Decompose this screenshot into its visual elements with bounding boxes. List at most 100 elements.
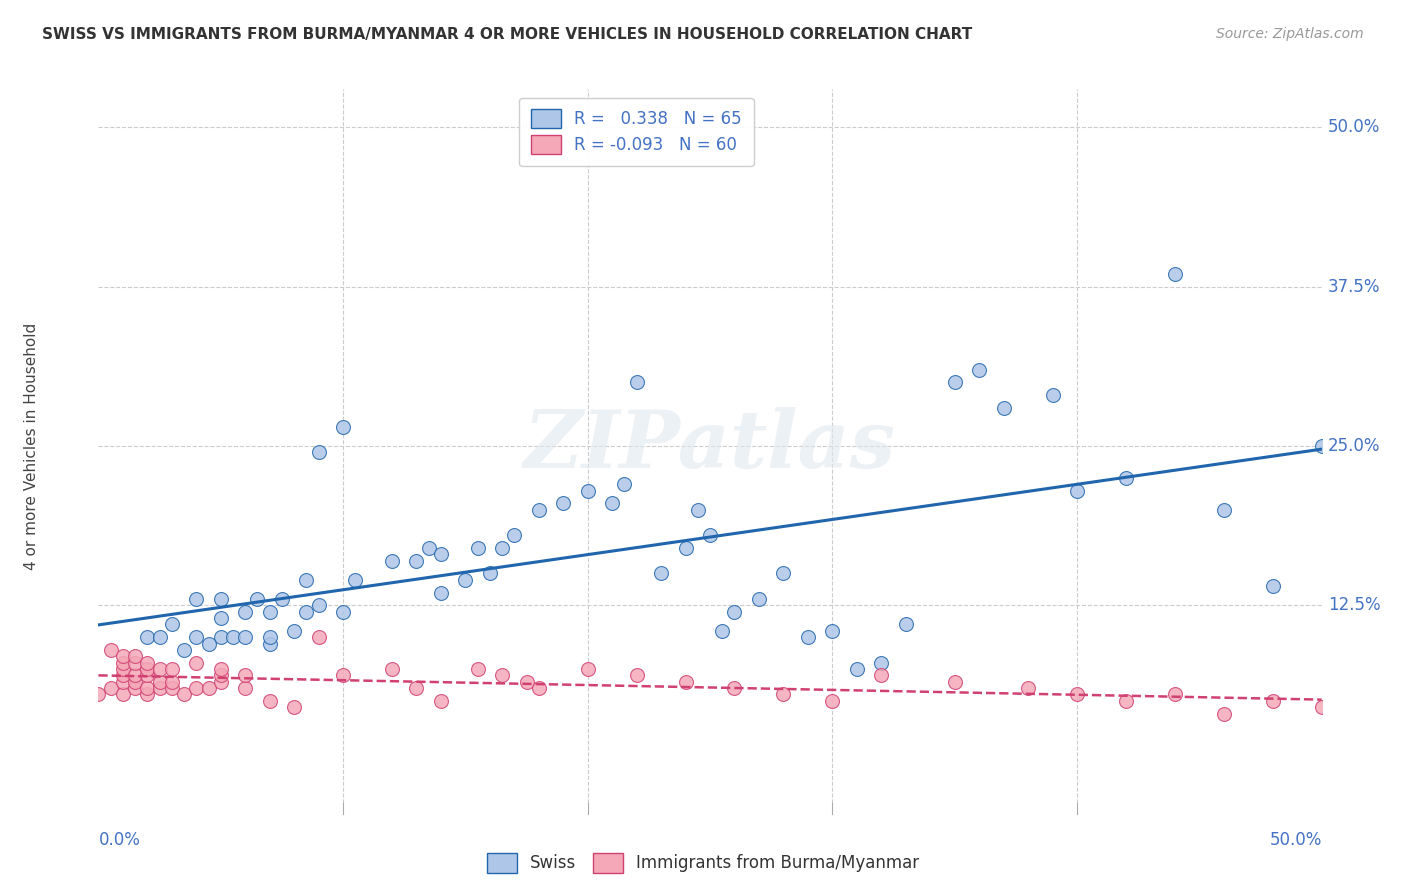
- Point: [283, 700, 305, 714]
- Point: [136, 662, 159, 676]
- Point: [943, 674, 966, 689]
- Point: [209, 668, 232, 682]
- Point: [870, 656, 893, 670]
- Point: [222, 630, 245, 644]
- Point: [308, 630, 330, 644]
- Point: [527, 502, 550, 516]
- Point: [87, 688, 110, 702]
- Point: [259, 694, 281, 708]
- Point: [430, 694, 453, 708]
- Point: [344, 573, 367, 587]
- Point: [1261, 694, 1284, 708]
- Point: [613, 477, 636, 491]
- Point: [430, 547, 453, 561]
- Point: [197, 636, 219, 650]
- Point: [308, 599, 330, 613]
- Point: [332, 420, 354, 434]
- Point: [467, 541, 489, 555]
- Point: [967, 362, 990, 376]
- Point: [1164, 267, 1187, 281]
- Point: [553, 496, 575, 510]
- Point: [160, 681, 183, 695]
- Point: [527, 681, 550, 695]
- Point: [845, 662, 868, 676]
- Point: [149, 681, 172, 695]
- Text: 37.5%: 37.5%: [1327, 277, 1381, 296]
- Point: [136, 688, 159, 702]
- Point: [111, 662, 134, 676]
- Point: [576, 483, 599, 498]
- Point: [467, 662, 489, 676]
- Point: [1261, 579, 1284, 593]
- Point: [124, 681, 146, 695]
- Point: [1017, 681, 1039, 695]
- Point: [1066, 483, 1088, 498]
- Text: 12.5%: 12.5%: [1327, 596, 1381, 615]
- Point: [699, 528, 721, 542]
- Point: [209, 591, 232, 606]
- Point: [491, 541, 513, 555]
- Point: [943, 376, 966, 390]
- Point: [491, 668, 513, 682]
- Point: [246, 591, 269, 606]
- Point: [259, 630, 281, 644]
- Point: [332, 668, 354, 682]
- Point: [405, 681, 427, 695]
- Point: [160, 617, 183, 632]
- Point: [626, 668, 648, 682]
- Point: [111, 649, 134, 664]
- Point: [100, 643, 122, 657]
- Point: [136, 668, 159, 682]
- Point: [160, 662, 183, 676]
- Point: [124, 668, 146, 682]
- Point: [772, 566, 794, 581]
- Text: 4 or more Vehicles in Household: 4 or more Vehicles in Household: [24, 322, 38, 570]
- Point: [136, 656, 159, 670]
- Point: [381, 554, 404, 568]
- Point: [173, 688, 195, 702]
- Point: [149, 674, 172, 689]
- Point: [686, 502, 709, 516]
- Text: 50.0%: 50.0%: [1327, 119, 1381, 136]
- Point: [233, 630, 256, 644]
- Point: [430, 585, 453, 599]
- Point: [1066, 688, 1088, 702]
- Point: [100, 681, 122, 695]
- Point: [478, 566, 501, 581]
- Point: [233, 681, 256, 695]
- Point: [332, 605, 354, 619]
- Point: [675, 674, 697, 689]
- Point: [454, 573, 477, 587]
- Point: [1115, 694, 1137, 708]
- Point: [186, 630, 208, 644]
- Point: [723, 681, 745, 695]
- Point: [209, 674, 232, 689]
- Legend: R =   0.338   N = 65, R = -0.093   N = 60: R = 0.338 N = 65, R = -0.093 N = 60: [519, 97, 754, 166]
- Point: [308, 445, 330, 459]
- Point: [111, 668, 134, 682]
- Point: [1310, 439, 1333, 453]
- Point: [381, 662, 404, 676]
- Text: 50.0%: 50.0%: [1270, 831, 1322, 849]
- Point: [418, 541, 440, 555]
- Point: [186, 681, 208, 695]
- Point: [748, 591, 770, 606]
- Point: [295, 573, 318, 587]
- Point: [405, 554, 427, 568]
- Point: [295, 605, 318, 619]
- Point: [149, 630, 172, 644]
- Point: [160, 674, 183, 689]
- Point: [136, 681, 159, 695]
- Point: [993, 401, 1015, 415]
- Text: 25.0%: 25.0%: [1327, 437, 1381, 455]
- Point: [270, 591, 294, 606]
- Point: [259, 636, 281, 650]
- Point: [233, 605, 256, 619]
- Point: [576, 662, 599, 676]
- Point: [772, 688, 794, 702]
- Text: SWISS VS IMMIGRANTS FROM BURMA/MYANMAR 4 OR MORE VEHICLES IN HOUSEHOLD CORRELATI: SWISS VS IMMIGRANTS FROM BURMA/MYANMAR 4…: [42, 27, 973, 42]
- Point: [515, 674, 537, 689]
- Text: ZIPatlas: ZIPatlas: [524, 408, 896, 484]
- Point: [503, 528, 526, 542]
- Point: [894, 617, 917, 632]
